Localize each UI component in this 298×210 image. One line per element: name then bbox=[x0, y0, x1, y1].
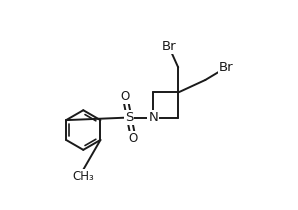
Text: Br: Br bbox=[219, 61, 234, 74]
Text: CH₃: CH₃ bbox=[72, 170, 94, 183]
Text: Br: Br bbox=[162, 40, 176, 53]
Text: O: O bbox=[129, 132, 138, 145]
Text: S: S bbox=[125, 111, 134, 124]
Text: N: N bbox=[148, 111, 158, 124]
Text: O: O bbox=[120, 90, 130, 103]
